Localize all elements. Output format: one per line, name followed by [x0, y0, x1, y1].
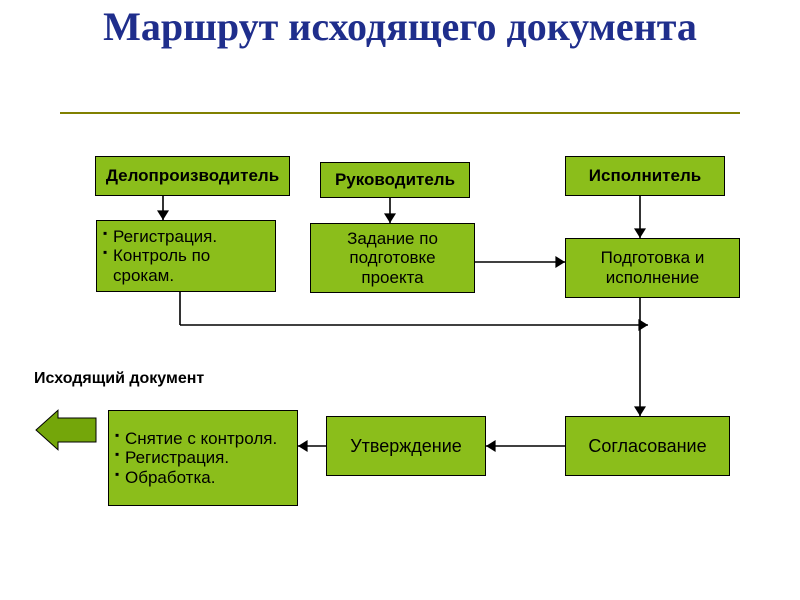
node-manager-label: Руководитель	[335, 170, 455, 190]
list-item: Снятие с контроля.	[115, 429, 277, 449]
node-task-label: Задание по подготовке проекта	[317, 229, 468, 288]
outgoing-doc-label: Исходящий документ	[34, 370, 204, 388]
node-registration-list: Регистрация. Контроль по срокам.	[103, 227, 269, 286]
list-item: Контроль по срокам.	[103, 246, 269, 285]
node-executor-label: Исполнитель	[589, 166, 701, 186]
node-registration: Регистрация. Контроль по срокам.	[96, 220, 276, 292]
node-agreement-label: Согласование	[588, 436, 706, 457]
node-preparation-label: Подготовка и исполнение	[572, 248, 733, 287]
list-item: Регистрация.	[103, 227, 269, 247]
node-final: Снятие с контроля. Регистрация. Обработк…	[108, 410, 298, 506]
node-clerk: Делопроизводитель	[95, 156, 290, 196]
node-clerk-label: Делопроизводитель	[106, 166, 279, 186]
node-preparation: Подготовка и исполнение	[565, 238, 740, 298]
node-task: Задание по подготовке проекта	[310, 223, 475, 293]
node-final-list: Снятие с контроля. Регистрация. Обработк…	[115, 429, 277, 488]
page-title: Маршрут исходящего документа	[0, 6, 800, 48]
list-item: Регистрация.	[115, 448, 277, 468]
title-underline	[60, 112, 740, 114]
node-agreement: Согласование	[565, 416, 730, 476]
node-manager: Руководитель	[320, 162, 470, 198]
node-approval-label: Утверждение	[350, 436, 462, 457]
node-approval: Утверждение	[326, 416, 486, 476]
list-item: Обработка.	[115, 468, 277, 488]
arrows-layer	[0, 0, 800, 600]
node-executor: Исполнитель	[565, 156, 725, 196]
